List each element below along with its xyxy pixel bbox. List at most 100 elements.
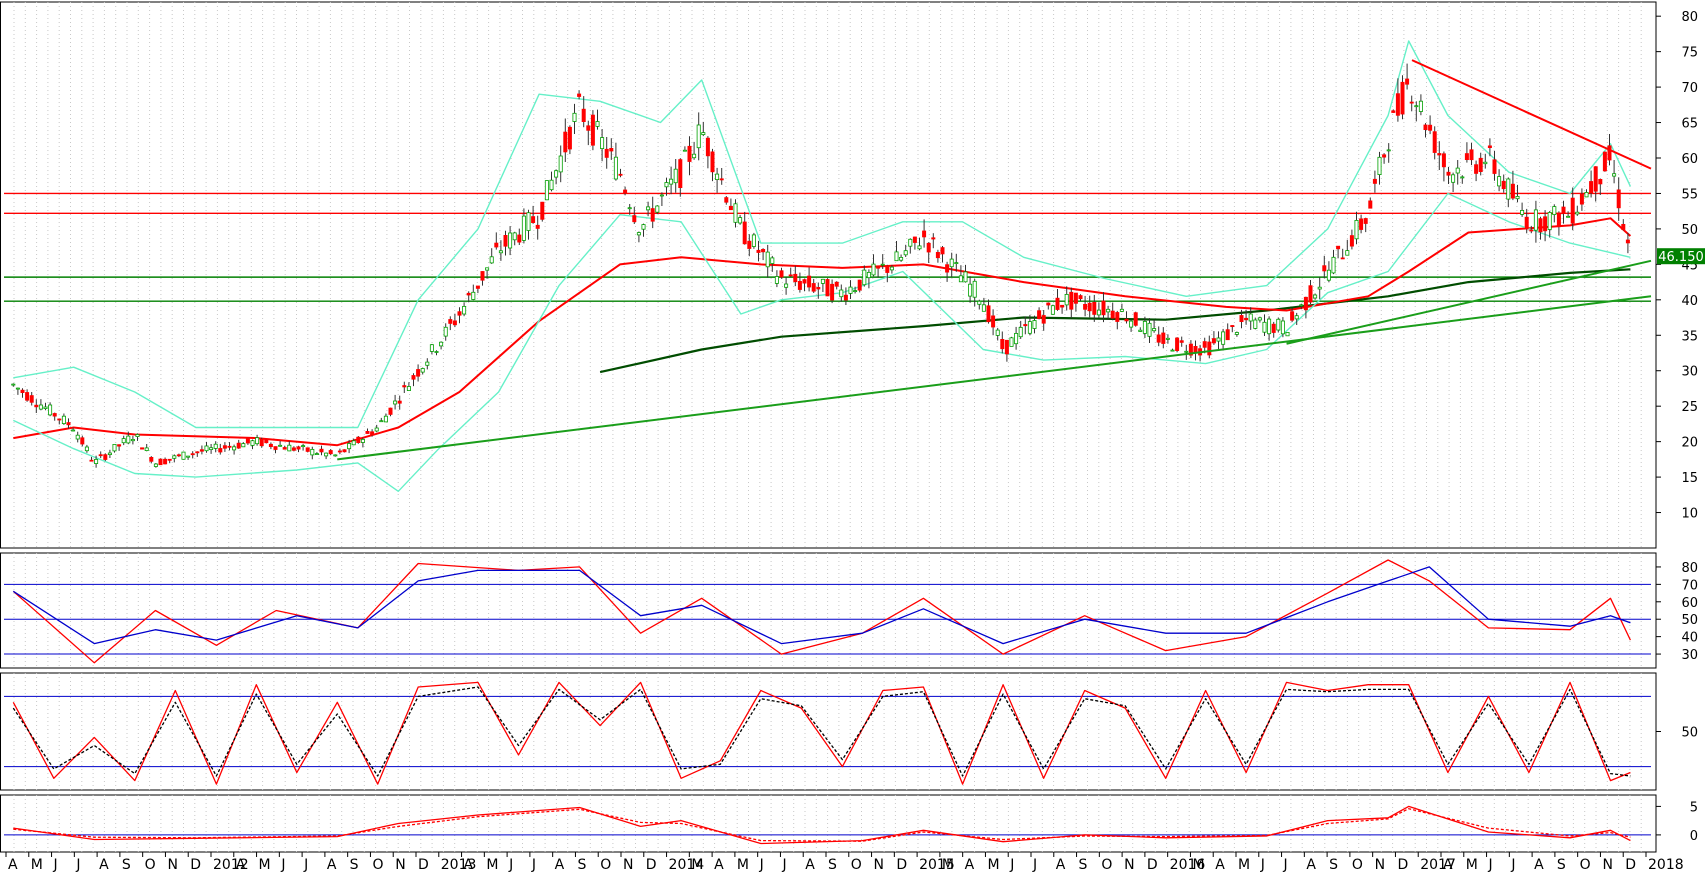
- candle-body: [1027, 321, 1032, 334]
- candle-body: [853, 290, 858, 293]
- candle-body: [163, 458, 168, 465]
- candle-body: [1386, 149, 1391, 152]
- candle-body: [25, 392, 30, 401]
- x-tick-label: D: [418, 857, 429, 873]
- candle-body: [494, 242, 499, 248]
- x-tick-label: N: [874, 857, 884, 873]
- candle-body: [38, 404, 43, 410]
- candle-body: [981, 304, 986, 312]
- moving-average-bb-lower: [13, 192, 1631, 492]
- candle-body: [324, 452, 329, 457]
- x-tick-label: J: [1009, 857, 1014, 873]
- candle-body: [1000, 338, 1005, 350]
- candle-body: [1538, 218, 1543, 233]
- candle-body: [807, 275, 812, 288]
- candle-body: [103, 454, 108, 460]
- x-tick-label: A: [714, 857, 724, 873]
- y-tick-label: 60: [1681, 152, 1698, 167]
- x-tick-label: D: [1397, 857, 1408, 873]
- candle-body: [268, 443, 273, 447]
- x-tick-label: J: [280, 857, 285, 873]
- candle-body: [356, 436, 361, 444]
- candle-body: [963, 271, 968, 283]
- candle-body: [411, 375, 416, 380]
- candle-body: [176, 454, 181, 457]
- candle-body: [121, 438, 126, 444]
- x-tick-label: A: [1443, 857, 1453, 873]
- candle-body: [577, 93, 582, 97]
- candle-body: [448, 319, 453, 324]
- candle-body: [1391, 110, 1396, 113]
- candle-body: [1497, 176, 1502, 187]
- candle-body: [728, 205, 733, 211]
- x-tick-label: S: [1329, 857, 1338, 873]
- candle-body: [112, 443, 117, 452]
- candle-body: [1147, 322, 1152, 337]
- candle-body: [926, 242, 931, 253]
- candle-body: [857, 279, 862, 291]
- x-tick-label: J: [508, 857, 513, 873]
- y-tick-label: 5: [1690, 800, 1698, 815]
- candle-body: [153, 463, 158, 467]
- candle-body: [839, 289, 844, 298]
- candle-body: [452, 320, 457, 326]
- candle-body: [1561, 206, 1566, 214]
- candle-body: [1096, 309, 1101, 316]
- candle-body: [1239, 315, 1244, 322]
- macd-series-1: [13, 808, 1631, 842]
- candle-body: [1060, 304, 1065, 308]
- candle-body: [1175, 337, 1180, 352]
- candle-body: [80, 437, 85, 445]
- candle-body: [521, 215, 526, 241]
- x-tick-label: J: [1032, 857, 1037, 873]
- x-tick-label: A: [8, 857, 18, 873]
- moving-average-ma-long: [599, 268, 1631, 374]
- candle-body: [57, 418, 62, 421]
- x-tick-label: O: [145, 857, 156, 873]
- x-tick-label: N: [167, 857, 177, 873]
- candle-body: [305, 447, 310, 452]
- candle-body: [558, 155, 563, 173]
- x-tick-label: S: [828, 857, 837, 873]
- x-tick-label: D: [1147, 857, 1158, 873]
- panel-frame-macd: [0, 794, 1657, 853]
- x-tick-label: A: [236, 857, 246, 873]
- candle-body: [627, 207, 632, 210]
- x-tick-label: A: [555, 857, 565, 873]
- trend-line: [337, 295, 1652, 461]
- candle-body: [531, 216, 536, 224]
- y-tick-label: 50: [1681, 613, 1698, 628]
- candle-body: [701, 132, 706, 136]
- candle-body: [1106, 308, 1111, 313]
- candle-body: [1446, 171, 1451, 176]
- candle-body: [278, 444, 283, 447]
- candle-body: [1474, 164, 1479, 174]
- x-tick-label: O: [851, 857, 862, 873]
- candle-body: [811, 283, 816, 292]
- candle-body: [374, 427, 379, 432]
- candle-body: [1625, 239, 1630, 244]
- candle-body: [664, 182, 669, 188]
- x-tick-label: O: [1101, 857, 1112, 873]
- x-tick-label: A: [1534, 857, 1544, 873]
- candle-body: [1115, 312, 1120, 322]
- candle-body: [554, 170, 559, 178]
- x-tick-label: M: [486, 857, 498, 873]
- x-tick-label: 2018: [1648, 857, 1684, 873]
- candle-body: [724, 197, 729, 203]
- y-tick-label: 40: [1681, 294, 1698, 309]
- candle-body: [1589, 181, 1594, 194]
- candle-body: [314, 453, 319, 456]
- y-tick-label: 40: [1681, 631, 1698, 646]
- x-tick-label: O: [1580, 857, 1591, 873]
- candle-body: [871, 263, 876, 276]
- x-tick-label: M: [987, 857, 999, 873]
- y-tick-label: 80: [1681, 10, 1698, 25]
- x-tick-label: M: [259, 857, 271, 873]
- candle-body: [1299, 304, 1304, 307]
- candle-body: [11, 383, 16, 386]
- candle-body: [738, 217, 743, 224]
- candle-body: [595, 121, 600, 127]
- candle-body: [995, 329, 1000, 336]
- candle-body: [29, 395, 34, 403]
